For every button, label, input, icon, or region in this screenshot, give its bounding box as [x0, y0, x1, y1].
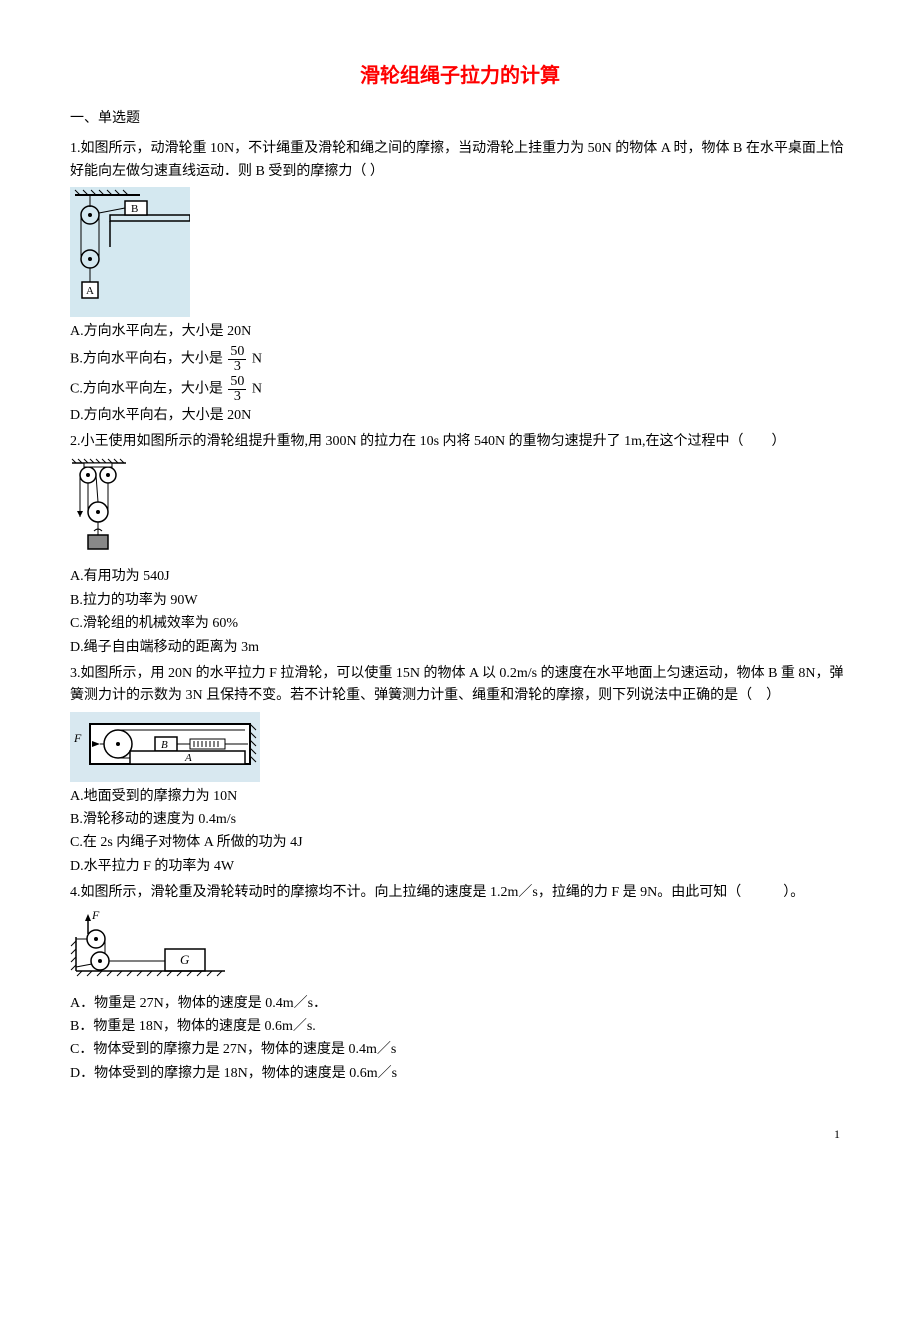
q4-option-d: D．物体受到的摩擦力是 18N，物体的速度是 0.6m／s — [70, 1063, 850, 1085]
page-number: 1 — [70, 1125, 850, 1144]
q4-option-b: B．物重是 18N，物体的速度是 0.6m／s. — [70, 1016, 850, 1038]
q3-option-b: B.滑轮移动的速度为 0.4m/s — [70, 809, 850, 831]
q2-option-d: D.绳子自由端移动的距离为 3m — [70, 637, 850, 659]
q2-option-b: B.拉力的功率为 90W — [70, 590, 850, 612]
q4-option-a: A．物重是 27N，物体的速度是 0.4m／s． — [70, 993, 850, 1015]
q1-b-suf: N — [252, 351, 262, 366]
q1-c-suf: N — [252, 381, 262, 396]
q3-text: 3.如图所示，用 20N 的水平拉力 F 拉滑轮，可以使重 15N 的物体 A … — [70, 663, 850, 708]
q1-text: 1.如图所示，动滑轮重 10N，不计绳重及滑轮和绳之间的摩擦，当动滑轮上挂重力为… — [70, 138, 850, 183]
q3-figure: F B A — [70, 712, 850, 782]
q2-figure — [70, 457, 850, 562]
svg-text:A: A — [184, 752, 192, 764]
q3-option-d: D.水平拉力 F 的功率为 4W — [70, 856, 850, 878]
q2-text: 2.小王使用如图所示的滑轮组提升重物,用 300N 的拉力在 10s 内将 54… — [70, 431, 850, 453]
q1-b-frac: 503 — [228, 345, 246, 374]
svg-text:B: B — [161, 739, 168, 751]
question-3: 3.如图所示，用 20N 的水平拉力 F 拉滑轮，可以使重 15N 的物体 A … — [70, 663, 850, 878]
question-2: 2.小王使用如图所示的滑轮组提升重物,用 300N 的拉力在 10s 内将 54… — [70, 431, 850, 659]
svg-text:A: A — [86, 285, 94, 297]
q4-text: 4.如图所示，滑轮重及滑轮转动时的摩擦均不计。向上拉绳的速度是 1.2m／s，拉… — [70, 882, 850, 904]
section-heading: 一、单选题 — [70, 108, 850, 130]
svg-text:G: G — [180, 952, 190, 967]
q1-option-d: D.方向水平向右，大小是 20N — [70, 405, 850, 427]
q1-c-frac: 503 — [228, 375, 246, 404]
question-4: 4.如图所示，滑轮重及滑轮转动时的摩擦均不计。向上拉绳的速度是 1.2m／s，拉… — [70, 882, 850, 1085]
q4-figure: F G — [70, 909, 850, 989]
svg-text:F: F — [91, 909, 100, 922]
q2-option-a: A.有用功为 540J — [70, 566, 850, 588]
q1-figure: B A — [70, 187, 850, 317]
svg-text:B: B — [131, 203, 138, 215]
svg-text:F: F — [73, 731, 82, 745]
q2-option-c: C.滑轮组的机械效率为 60% — [70, 613, 850, 635]
q1-b-pre: B.方向水平向右，大小是 — [70, 351, 226, 366]
q1-option-c: C.方向水平向左，大小是 503 N — [70, 375, 850, 404]
question-1: 1.如图所示，动滑轮重 10N，不计绳重及滑轮和绳之间的摩擦，当动滑轮上挂重力为… — [70, 138, 850, 427]
q1-option-a: A.方向水平向左，大小是 20N — [70, 321, 850, 343]
q3-option-a: A.地面受到的摩擦力为 10N — [70, 786, 850, 808]
q1-option-b: B.方向水平向右，大小是 503 N — [70, 345, 850, 374]
q4-option-c: C．物体受到的摩擦力是 27N，物体的速度是 0.4m／s — [70, 1039, 850, 1061]
q1-c-pre: C.方向水平向左，大小是 — [70, 381, 226, 396]
q3-option-c: C.在 2s 内绳子对物体 A 所做的功为 4J — [70, 832, 850, 854]
page-title: 滑轮组绳子拉力的计算 — [70, 60, 850, 92]
